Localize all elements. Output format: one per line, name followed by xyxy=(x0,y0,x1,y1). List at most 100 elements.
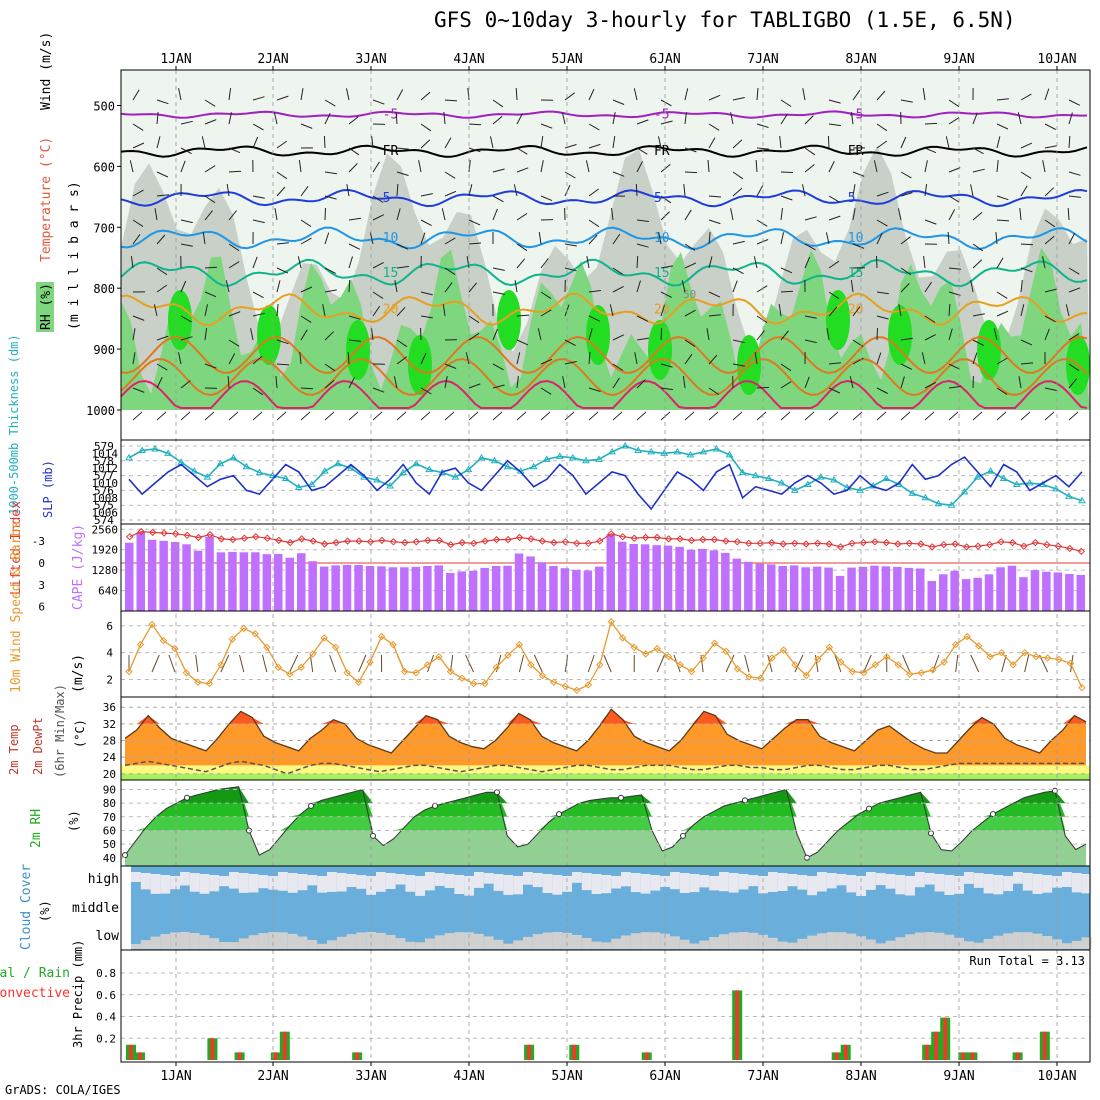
cape-bar xyxy=(927,581,936,611)
wind-barb xyxy=(252,195,265,199)
wind-speed-point xyxy=(745,673,753,681)
low-cloud-block xyxy=(297,936,308,949)
lifted-index-point xyxy=(1008,538,1017,547)
low-cloud-block xyxy=(944,934,955,949)
wind-barb xyxy=(156,99,169,105)
wind-barb xyxy=(324,195,337,200)
rh-point xyxy=(804,854,810,861)
wind-axis-label: Wind (m/s) xyxy=(39,32,54,110)
low-cloud-block xyxy=(552,932,563,949)
wind-speed-point xyxy=(802,671,811,680)
high-cloud-block xyxy=(327,872,337,892)
wind-barb xyxy=(180,243,193,247)
wind-speed-point xyxy=(1055,655,1063,664)
lifted-index-point xyxy=(905,539,914,548)
wind-barb xyxy=(252,136,259,149)
thickness-point xyxy=(138,446,146,453)
wind-barb xyxy=(153,304,158,317)
wind-barb xyxy=(540,358,553,365)
wind-barb xyxy=(1020,243,1034,246)
wind-barb xyxy=(300,88,304,101)
wind-speed-point xyxy=(274,663,283,672)
wind-barb xyxy=(324,379,335,389)
thickness-point xyxy=(373,476,381,483)
wind-barb xyxy=(468,123,482,126)
panel-frame xyxy=(120,439,1091,525)
thickness-point xyxy=(803,480,812,487)
wind-barb xyxy=(828,195,840,203)
wind-barb xyxy=(468,147,481,153)
low-cloud-block xyxy=(425,938,435,949)
cape-bar xyxy=(973,577,982,611)
wind-barb xyxy=(876,232,883,245)
wind-barb xyxy=(300,219,312,228)
high-cloud-block xyxy=(1003,876,1013,892)
thickness-point xyxy=(164,449,173,456)
wind-barb xyxy=(252,312,265,317)
wind-barb xyxy=(252,256,258,269)
wind-barb xyxy=(1068,287,1081,293)
date-label-top: 10JAN xyxy=(1037,52,1076,67)
high-cloud-block xyxy=(562,876,572,892)
rh-contour-label: 50 xyxy=(683,288,696,301)
low-cloud-block xyxy=(768,937,778,949)
high-cloud-block xyxy=(905,876,915,896)
wind-speed-point xyxy=(814,655,822,664)
high-cloud-block xyxy=(924,873,935,885)
wind-barb xyxy=(1068,195,1081,198)
wind-barb xyxy=(588,387,601,392)
wind-barb xyxy=(900,283,910,293)
thickness-point xyxy=(947,501,956,508)
lifted-index-point xyxy=(137,527,145,536)
wind-barb xyxy=(418,160,422,173)
wind-barb xyxy=(204,119,217,125)
wind-speed-point xyxy=(263,643,271,652)
temperature-contour-label: FR xyxy=(654,144,670,159)
wind-barb xyxy=(876,90,886,101)
low-cloud-block xyxy=(356,932,367,949)
high-cloud-block xyxy=(934,874,945,892)
low-cloud-block xyxy=(160,934,171,949)
wind-barb xyxy=(996,123,1009,130)
panel-frame xyxy=(120,610,1091,698)
wind-barb xyxy=(1044,328,1050,341)
surface-wind-barb xyxy=(195,654,199,673)
low-cloud-block xyxy=(140,940,151,949)
thickness-tick-label: 579 xyxy=(94,440,114,453)
wind-barb xyxy=(324,363,336,372)
wind-barb xyxy=(588,234,598,245)
thickness-point xyxy=(347,464,355,471)
cape-bar xyxy=(1019,577,1028,611)
cape-bar xyxy=(549,566,558,611)
date-label-bottom: 8JAN xyxy=(845,1069,876,1084)
cape-bar xyxy=(767,564,776,611)
high-cloud-block xyxy=(964,872,974,884)
wind-barb-surface xyxy=(420,411,431,421)
thickness-point xyxy=(882,474,891,482)
wind-barb xyxy=(876,191,889,197)
footer-credit: GrADS: COLA/IGES xyxy=(5,1083,121,1097)
wind-barb xyxy=(465,352,470,365)
wind-barb-surface xyxy=(1044,411,1055,421)
thickness-point xyxy=(1025,479,1034,486)
wind-barb xyxy=(468,160,471,173)
wind-speed-point xyxy=(1009,661,1017,669)
low-cloud-block xyxy=(503,943,514,949)
rh-band xyxy=(125,786,1086,804)
wind-speed-point xyxy=(217,661,225,669)
wind-barb xyxy=(228,210,237,221)
wind-speed-point xyxy=(527,661,535,669)
rh-shade-max xyxy=(648,320,672,380)
wind-barb xyxy=(804,315,817,319)
surface-wind-barb xyxy=(220,654,230,673)
wind-barb xyxy=(1020,339,1033,346)
wind-barb xyxy=(1044,187,1055,197)
cape-bar xyxy=(274,553,283,611)
high-cloud-block xyxy=(817,872,827,892)
wind-barb xyxy=(516,314,530,317)
wind-speed-point xyxy=(848,667,857,676)
low-cloud-block xyxy=(846,933,857,949)
high-cloud-block xyxy=(836,874,847,886)
wind-barb xyxy=(756,87,759,101)
